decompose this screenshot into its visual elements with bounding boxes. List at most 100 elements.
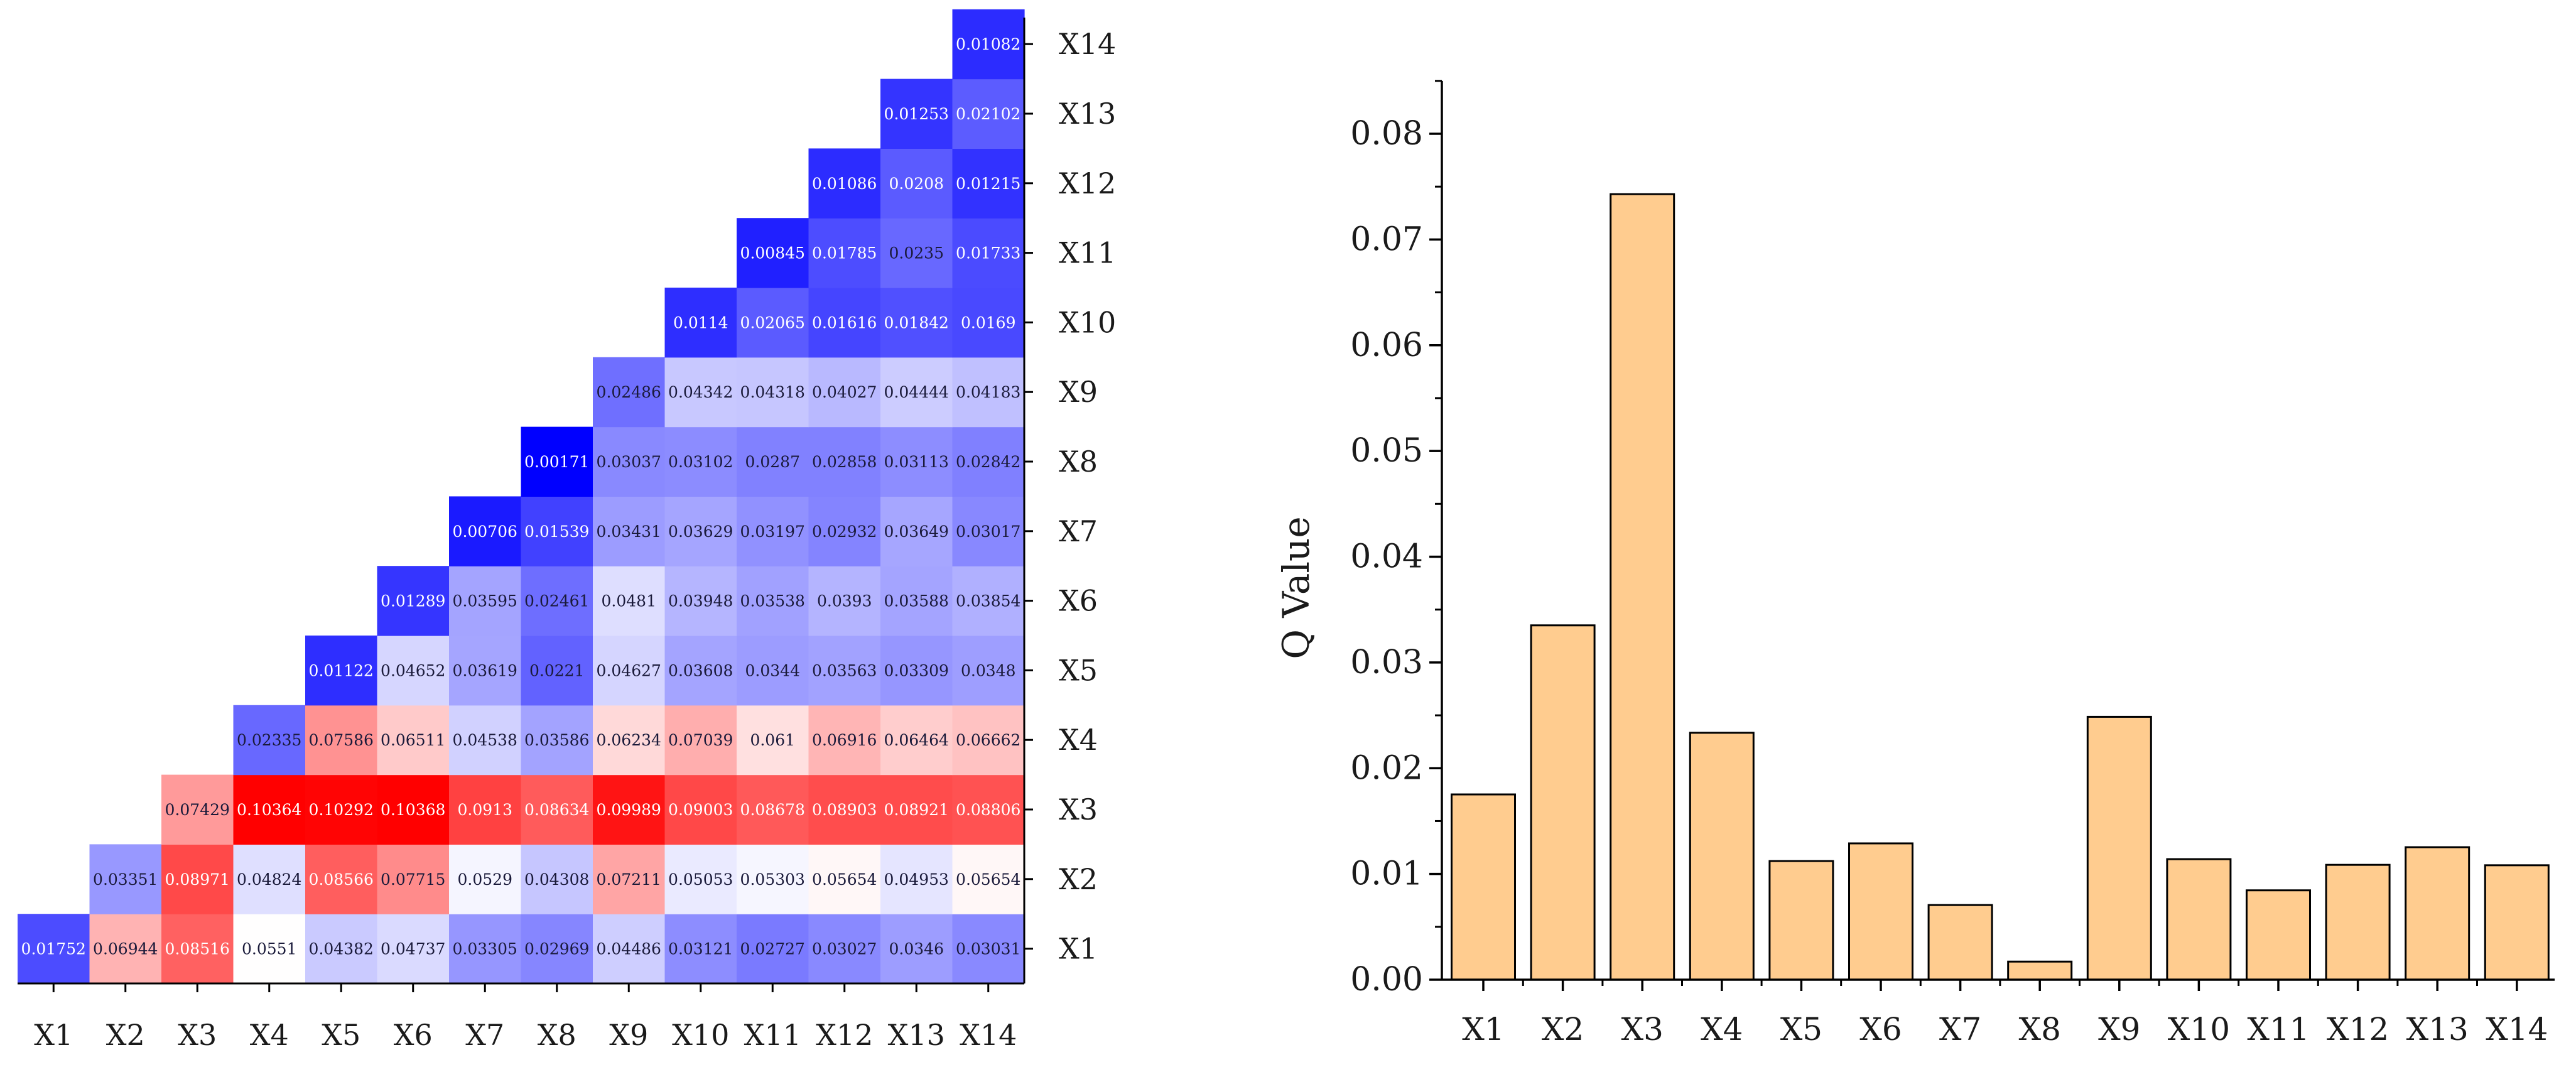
heatmap-y-tick-label: X6 [1059,584,1098,618]
heatmap-cell [808,148,881,219]
heatmap-y-tick-label: X4 [1059,723,1098,757]
bar-y-tick-label: 0.00 [1350,961,1423,999]
heatmap-cell-label: 0.06944 [93,940,158,958]
heatmap-cell-label: 0.05654 [812,870,877,889]
heatmap-x-tick-label: X7 [465,1018,504,1052]
heatmap-cell-label: 0.04183 [956,383,1020,401]
heatmap-y-tick-label: X7 [1059,514,1098,548]
heatmap-cell [89,844,162,914]
heatmap-cell-label: 0.07715 [381,870,445,889]
heatmap-cell-label: 0.07586 [309,731,374,749]
heatmap-cell [808,844,881,914]
heatmap-cell-label: 0.06916 [812,731,877,749]
bar [1530,624,1596,981]
bar [2086,715,2152,981]
heatmap-cell-label: 0.04652 [381,661,445,679]
bar [1927,904,1993,981]
heatmap-cell [233,705,306,776]
bar-x-tick-label: X2 [1542,1011,1584,1048]
bar [1689,732,1755,981]
heatmap-cell [305,914,378,984]
heatmap-cell-label: 0.09003 [668,801,733,819]
heatmap-cell-label: 0.08903 [812,801,877,819]
heatmap-cell-label: 0.0393 [817,592,872,610]
heatmap-cell [880,79,953,149]
bar [2007,960,2073,981]
heatmap-cell-label: 0.03948 [668,592,733,610]
heatmap-x-tick-label: X8 [538,1018,576,1052]
heatmap-cell [377,914,450,984]
heatmap-cell-label: 0.05654 [956,870,1020,889]
heatmap-cell [593,914,666,984]
heatmap-cell-label: 0.03113 [884,453,949,471]
heatmap-cell [305,705,378,776]
heatmap-cell-label: 0.06464 [884,731,949,749]
heatmap-cell [737,426,809,497]
bar-y-tick-label: 0.04 [1350,538,1423,576]
heatmap-cell-label: 0.01785 [812,244,877,263]
heatmap-y-tick-label: X14 [1059,27,1116,61]
heatmap-cell [593,496,666,566]
heatmap-cell [952,288,1025,358]
heatmap-cell [664,288,737,358]
heatmap-cell-label: 0.0551 [242,940,296,958]
heatmap-cell [880,844,953,914]
heatmap-cell-label: 0.0346 [889,940,944,958]
heatmap-cell [449,914,522,984]
heatmap-cell-label: 0.04382 [309,940,374,958]
bar-y-axis-label: Q Value [1275,516,1318,659]
heatmap-cell [161,914,234,984]
heatmap-cell-label: 0.0913 [458,801,512,819]
heatmap-cell [521,426,593,497]
heatmap-y-tick-label: X3 [1059,793,1098,826]
heatmap-cell [808,914,881,984]
heatmap-cell [737,566,809,636]
heatmap-cell [737,288,809,358]
heatmap-cell [952,705,1025,776]
heatmap-y-tick-label: X9 [1059,375,1098,409]
heatmap-cell-label: 0.01752 [21,940,86,958]
heatmap-cell [449,566,522,636]
heatmap-x-tick-label: X5 [322,1018,360,1052]
heatmap-x-tick-label: X10 [672,1018,729,1052]
bar [1768,860,1834,981]
heatmap-cell-label: 0.0169 [961,313,1015,332]
heatmap-cell-label: 0.01253 [884,105,949,123]
heatmap-cell [737,914,809,984]
heatmap-cell-label: 0.03102 [668,453,733,471]
heatmap-cell-label: 0.01289 [381,592,445,610]
bar-y-tick-label: 0.03 [1350,644,1423,681]
heatmap-cell [593,705,666,776]
bar-y-tick-label: 0.02 [1350,749,1423,787]
heatmap-cell [808,218,881,288]
bar-x-tick-label: X12 [2327,1011,2389,1048]
heatmap-cell-label: 0.02335 [237,731,301,749]
heatmap-cell-label: 0.04627 [597,661,661,679]
heatmap-cell-label: 0.03351 [93,870,158,889]
heatmap-cell-label: 0.0529 [458,870,512,889]
heatmap-cell-label: 0.09989 [597,801,661,819]
heatmap-cell-label: 0.03305 [453,940,517,958]
heatmap-cell [664,426,737,497]
heatmap-cell [880,636,953,706]
bar-x-tick-label: X10 [2168,1011,2230,1048]
heatmap-cell [952,496,1025,566]
heatmap-cell-label: 0.0114 [673,313,728,332]
heatmap-cell-label: 0.08971 [165,870,230,889]
heatmap-cell [593,636,666,706]
heatmap-cell-label: 0.061 [750,731,795,749]
heatmap-x-tick-label: X11 [744,1018,801,1052]
heatmap-cell [521,705,593,776]
heatmap-y-tick-label: X11 [1059,236,1116,270]
heatmap-cell [305,774,378,845]
bar [2166,858,2232,981]
heatmap-cell-label: 0.03595 [453,592,517,610]
heatmap-cell-label: 0.06234 [597,731,661,749]
bar-x-tick-label: X14 [2486,1011,2548,1048]
heatmap-y-tick-label: X8 [1059,445,1098,479]
bar [2325,864,2391,981]
bar-y-tick-label: 0.05 [1350,432,1423,470]
heatmap-cell-label: 0.01842 [884,313,949,332]
